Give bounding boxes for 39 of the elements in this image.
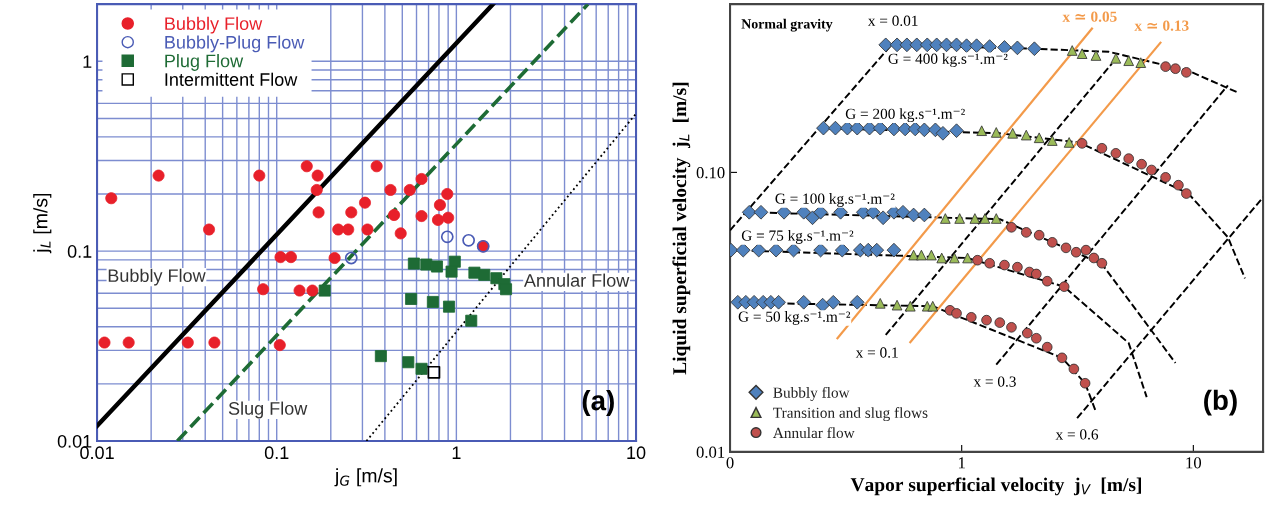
x-tick-label: 1 (452, 446, 461, 459)
annotation: G = 50 kg.s⁻¹.m⁻² (738, 311, 851, 325)
annotation: x = 0.6 (1055, 429, 1099, 440)
annotation: Annular Flow (523, 273, 630, 287)
y-tick-label: 0.01 (57, 434, 92, 448)
legend-label: Bubbly-Plug Flow (165, 35, 305, 53)
x-axis-title: j$_{G}$ [m/s] (334, 468, 397, 487)
annotation: x = 0.1 (855, 347, 898, 358)
x-tick-label: 1 (958, 457, 965, 469)
x-tick-label: 0 (726, 457, 734, 469)
annotation: x = 0.01 (867, 15, 918, 26)
x-tick-label: 0.01 (80, 446, 114, 460)
legend-label: Annular flow (772, 427, 855, 439)
legend-label: Bubbly flow (773, 386, 850, 401)
y-axis-title: Liquid superficial velocity j$_{L}$ [m/s] (672, 82, 691, 375)
annotation: Slug Flow (228, 401, 308, 419)
annotation: (a) (582, 390, 614, 416)
annotation: x ≃ 0.13 (1134, 20, 1189, 31)
legend-label: Transition and slug flows (773, 407, 928, 422)
annotation: G = 200 kg.s⁻¹.m⁻² (845, 108, 965, 123)
x-tick-label: 10 (1186, 457, 1202, 469)
y-tick-label: 1 (83, 55, 92, 68)
x-tick-label: 0.1 (264, 446, 289, 460)
annotation: G = 75 kg.s⁻¹.m⁻² (741, 230, 854, 244)
annotation: (b) (1204, 389, 1237, 416)
annotation: x ≃ 0.05 (1062, 11, 1117, 22)
legend-label: Plug Flow (165, 54, 244, 71)
x-tick-label: 10 (627, 446, 646, 460)
annotation: G = 400 kg.s⁻¹.m⁻² (888, 53, 1008, 68)
annotation: Bubbly Flow (108, 268, 206, 286)
annotation: Normal gravity (741, 18, 833, 32)
legend-label: Bubbly Flow (165, 16, 263, 34)
x-axis-title: Vapor superficial velocity j$_{V}$ [m/s] (850, 477, 1141, 496)
annotation: x = 0.3 (973, 376, 1016, 387)
legend-label: Intermittent Flow (165, 72, 298, 86)
y-tick-label: 0.10 (696, 167, 725, 179)
annotation: G = 100 kg.s⁻¹.m⁻² (775, 193, 895, 207)
y-tick-label: 0.1 (67, 245, 92, 258)
y-axis-title: j$_{L}$ [m/s] (33, 193, 52, 254)
